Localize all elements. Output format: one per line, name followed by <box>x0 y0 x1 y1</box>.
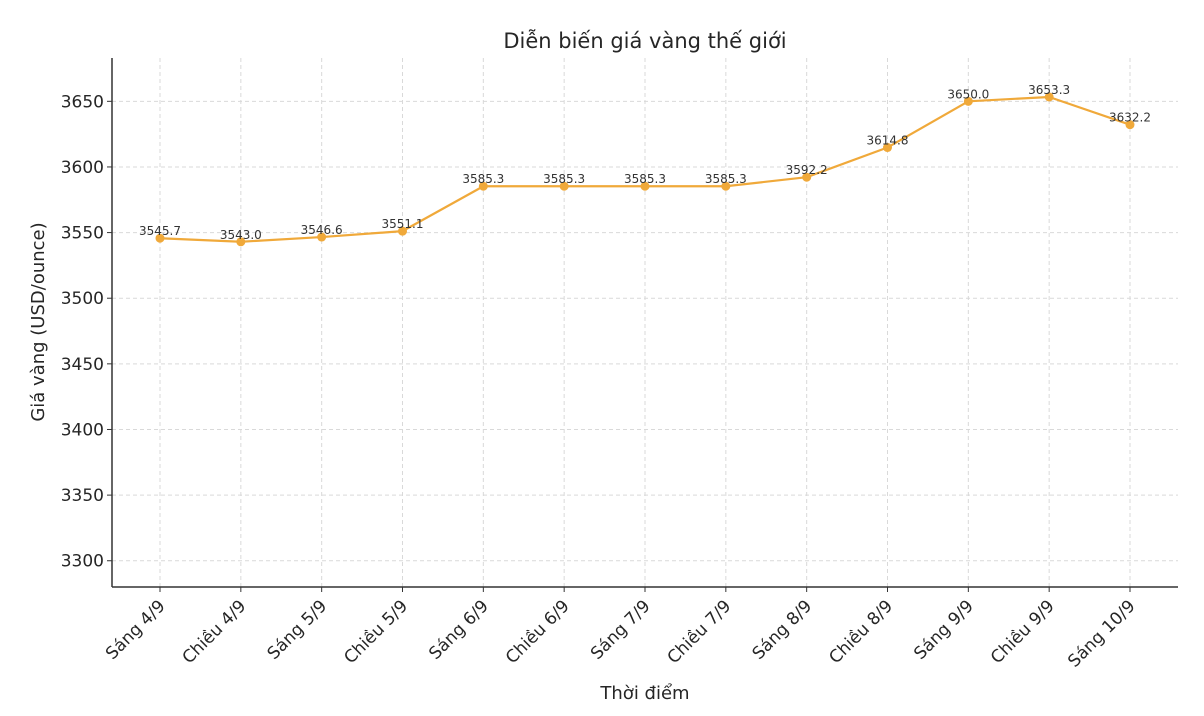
data-point <box>1044 92 1054 102</box>
x-tick-label: Chiều 7/9 <box>663 596 735 668</box>
data-label: 3653.3 <box>1028 83 1070 97</box>
data-point <box>963 96 973 106</box>
data-label: 3551.1 <box>382 217 424 231</box>
data-label: 3546.6 <box>301 223 343 237</box>
data-point <box>802 172 812 182</box>
x-tick-label: Sáng 8/9 <box>749 596 817 664</box>
x-tick-label: Sáng 9/9 <box>910 596 978 664</box>
data-label: 3592.2 <box>786 163 828 177</box>
data-point <box>398 226 407 236</box>
data-point <box>721 181 731 191</box>
y-ticks: 3300 3350 3400 3450 3500 3550 3600 3650 <box>61 92 112 572</box>
data-label: 3585.3 <box>462 172 504 186</box>
data-point <box>478 181 488 191</box>
x-tick-label: Sáng 7/9 <box>587 596 655 664</box>
y-tick-label: 3450 <box>61 355 104 375</box>
y-axis-title: Giá vàng (USD/ounce) <box>28 222 49 421</box>
y-tick-label: 3650 <box>61 92 104 112</box>
x-tick-label: Sáng 10/9 <box>1064 596 1139 671</box>
y-tick-label: 3350 <box>61 486 104 506</box>
y-tick-label: 3300 <box>61 552 104 572</box>
data-label: 3585.3 <box>705 172 747 186</box>
data-point <box>155 233 165 243</box>
data-point <box>236 237 246 247</box>
x-tick-label: Chiều 9/9 <box>986 596 1058 668</box>
x-tick-label: Sáng 4/9 <box>102 596 170 664</box>
x-ticks: Sáng 4/9 Chiều 4/9 Sáng 5/9 Chiều 5/9 Sáng 6… <box>102 587 1140 672</box>
data-label: 3614.8 <box>867 134 909 148</box>
data-point <box>1125 120 1135 130</box>
data-label: 3585.3 <box>624 172 666 186</box>
data-point <box>559 181 569 191</box>
data-label: 3545.7 <box>139 224 181 238</box>
y-tick-label: 3550 <box>61 224 104 244</box>
data-labels: 3545.7 3543.0 3546.6 3551.1 3585.3 3585.3 3585… <box>139 83 1151 242</box>
data-label: 3632.2 <box>1109 111 1151 125</box>
y-tick-label: 3500 <box>61 289 104 309</box>
y-tick-label: 3600 <box>61 158 104 178</box>
x-tick-label: Chiều 5/9 <box>340 596 412 668</box>
data-point <box>883 143 892 153</box>
data-label: 3585.3 <box>543 172 585 186</box>
chart-title: Diễn biến giá vàng thế giới <box>503 28 786 53</box>
x-tick-label: Chiều 4/9 <box>178 596 250 668</box>
data-point <box>317 232 327 242</box>
x-axis-title: Thời điểm <box>599 683 689 704</box>
data-label: 3543.0 <box>220 228 262 242</box>
y-tick-label: 3400 <box>61 420 104 440</box>
x-tick-label: Sáng 5/9 <box>264 596 332 664</box>
x-tick-label: Sáng 6/9 <box>425 596 493 664</box>
grid <box>112 58 1178 587</box>
x-tick-label: Chiều 6/9 <box>501 596 573 668</box>
data-point <box>640 181 650 191</box>
data-label: 3650.0 <box>947 87 989 101</box>
x-tick-label: Chiều 8/9 <box>825 596 897 668</box>
series-layer <box>155 92 1135 247</box>
